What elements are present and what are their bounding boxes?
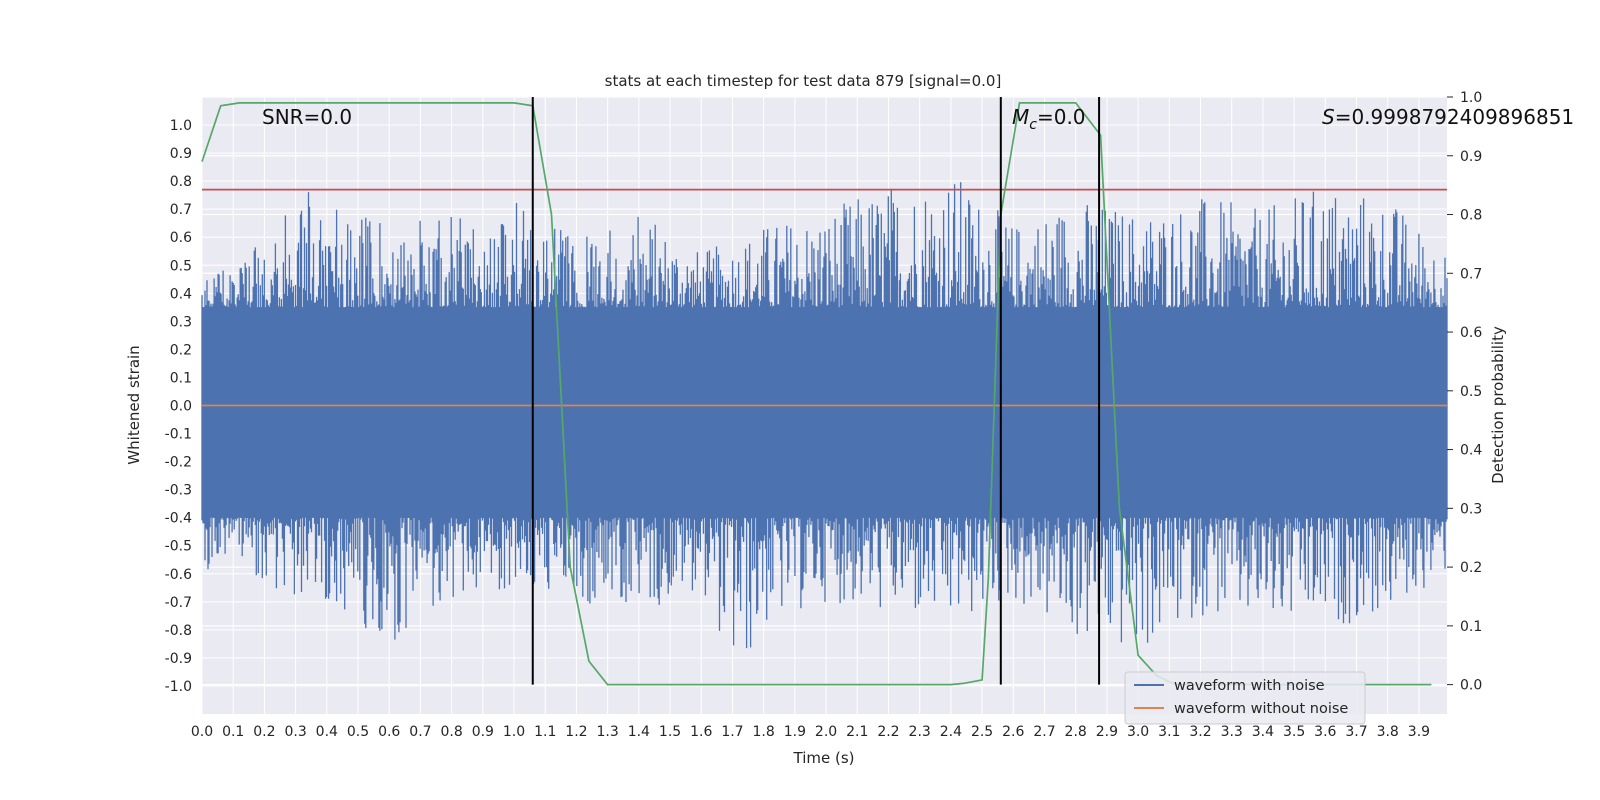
y-tick-label: -0.4 [165,511,192,527]
snr-annotation: SNR=0.0 [262,105,352,129]
x-tick-label: 3.2 [1189,724,1211,740]
y-tick-label: -1.0 [165,679,192,695]
x-tick-label: 1.8 [753,724,775,740]
x-tick-label: 3.6 [1314,724,1336,740]
x-tick-label: 0.1 [222,724,244,740]
x-tick-label: 1.0 [503,724,525,740]
y-tick-label: 0.2 [170,342,192,358]
x-tick-label: 0.7 [409,724,431,740]
y-tick-label: 0.5 [170,258,192,274]
x-tick-label: 1.5 [659,724,681,740]
y2-tick-label: 0.6 [1460,325,1482,341]
y-tick-label: -0.3 [165,483,192,499]
tick-labels: 0.0 0.1 0.2 0.3 0.4 0.5 0.6 0.7 0.8 0.9 1.0 1.1 1.2 1… [165,90,1483,740]
x-tick-label: 3.8 [1377,724,1399,740]
x-tick-label: 1.1 [534,724,556,740]
y-tick-label: 0.0 [170,399,192,415]
y2-axis-label: Detection probability [1489,326,1507,484]
legend: waveform with noise waveform without noi… [1124,671,1366,725]
x-tick-label: 1.6 [690,724,712,740]
x-tick-label: 0.3 [284,724,306,740]
y-tick-label: -0.9 [165,651,192,667]
x-tick-label: 0.0 [191,724,213,740]
y-tick-label: -0.7 [165,595,192,611]
x-tick-label: 2.7 [1033,724,1055,740]
x-axis-label: Time (s) [793,749,855,767]
x-tick-label: 3.5 [1283,724,1305,740]
noise-spikes [201,182,1448,649]
y-axis-label: Whitened strain [125,345,143,464]
y2-tick-label: 0.4 [1460,443,1482,459]
x-tick-label: 0.5 [347,724,369,740]
y-tick-label: 0.8 [170,174,192,190]
x-tick-label: 1.7 [721,724,743,740]
y-tick-label: 0.3 [170,314,192,330]
x-tick-label: 0.4 [316,724,338,740]
y-tick-label: 0.4 [170,286,192,302]
x-tick-label: 3.9 [1408,724,1430,740]
x-tick-label: 2.1 [846,724,868,740]
y-tick-label: -0.6 [165,567,192,583]
x-tick-label: 3.0 [1127,724,1149,740]
x-tick-label: 1.9 [784,724,806,740]
y-tick-label: 0.6 [170,230,192,246]
y-tick-label: -0.1 [165,427,192,443]
y2-tick-label: 0.2 [1460,560,1482,576]
mc-annotation: Mc=0.0 [1012,105,1086,133]
x-tick-label: 2.4 [940,724,962,740]
y-tick-label: -0.8 [165,623,192,639]
legend-label-noise: waveform with noise [1174,678,1325,694]
x-tick-label: 2.5 [971,724,993,740]
x-tick-label: 0.6 [378,724,400,740]
x-tick-label: 1.4 [628,724,650,740]
x-tick-label: 0.2 [253,724,275,740]
y-tick-label: -0.2 [165,455,192,471]
legend-label-clean: waveform without noise [1174,701,1348,717]
x-tick-label: 3.7 [1345,724,1367,740]
legend-box [1124,671,1366,725]
x-tick-label: 2.3 [909,724,931,740]
x-tick-label: 3.1 [1158,724,1180,740]
x-tick-label: 2.8 [1065,724,1087,740]
y2-tick-label: 0.3 [1460,501,1482,517]
s-annotation: S=0.9998792409896851 [1322,105,1574,129]
y2-tick-label: 1.0 [1460,90,1482,106]
x-tick-label: 1.2 [565,724,587,740]
y-tick-label: 0.1 [170,370,192,386]
x-tick-label: 2.0 [815,724,837,740]
x-tick-label: 2.6 [1002,724,1024,740]
x-tick-label: 2.2 [877,724,899,740]
noise-waveform [201,182,1448,649]
y-tick-label: 1.0 [170,118,192,134]
chart-title: stats at each timestep for test data 879… [605,72,1002,90]
x-tick-label: 0.8 [440,724,462,740]
x-tick-label: 3.3 [1221,724,1243,740]
y2-tick-label: 0.0 [1460,678,1482,694]
x-tick-label: 3.4 [1252,724,1274,740]
y2-tick-label: 0.9 [1460,149,1482,165]
y2-tick-label: 0.1 [1460,619,1482,635]
y2-tick-label: 0.8 [1460,208,1482,224]
y-tick-label: -0.5 [165,539,192,555]
x-tick-label: 0.9 [472,724,494,740]
y-tick-label: 0.9 [170,146,192,162]
x-tick-label: 2.9 [1096,724,1118,740]
vertical-markers [531,97,1101,685]
y-tick-label: 0.7 [170,202,192,218]
y2-tick-label: 0.5 [1460,384,1482,400]
x-tick-label: 1.3 [597,724,619,740]
y2-tick-label: 0.7 [1460,266,1482,282]
